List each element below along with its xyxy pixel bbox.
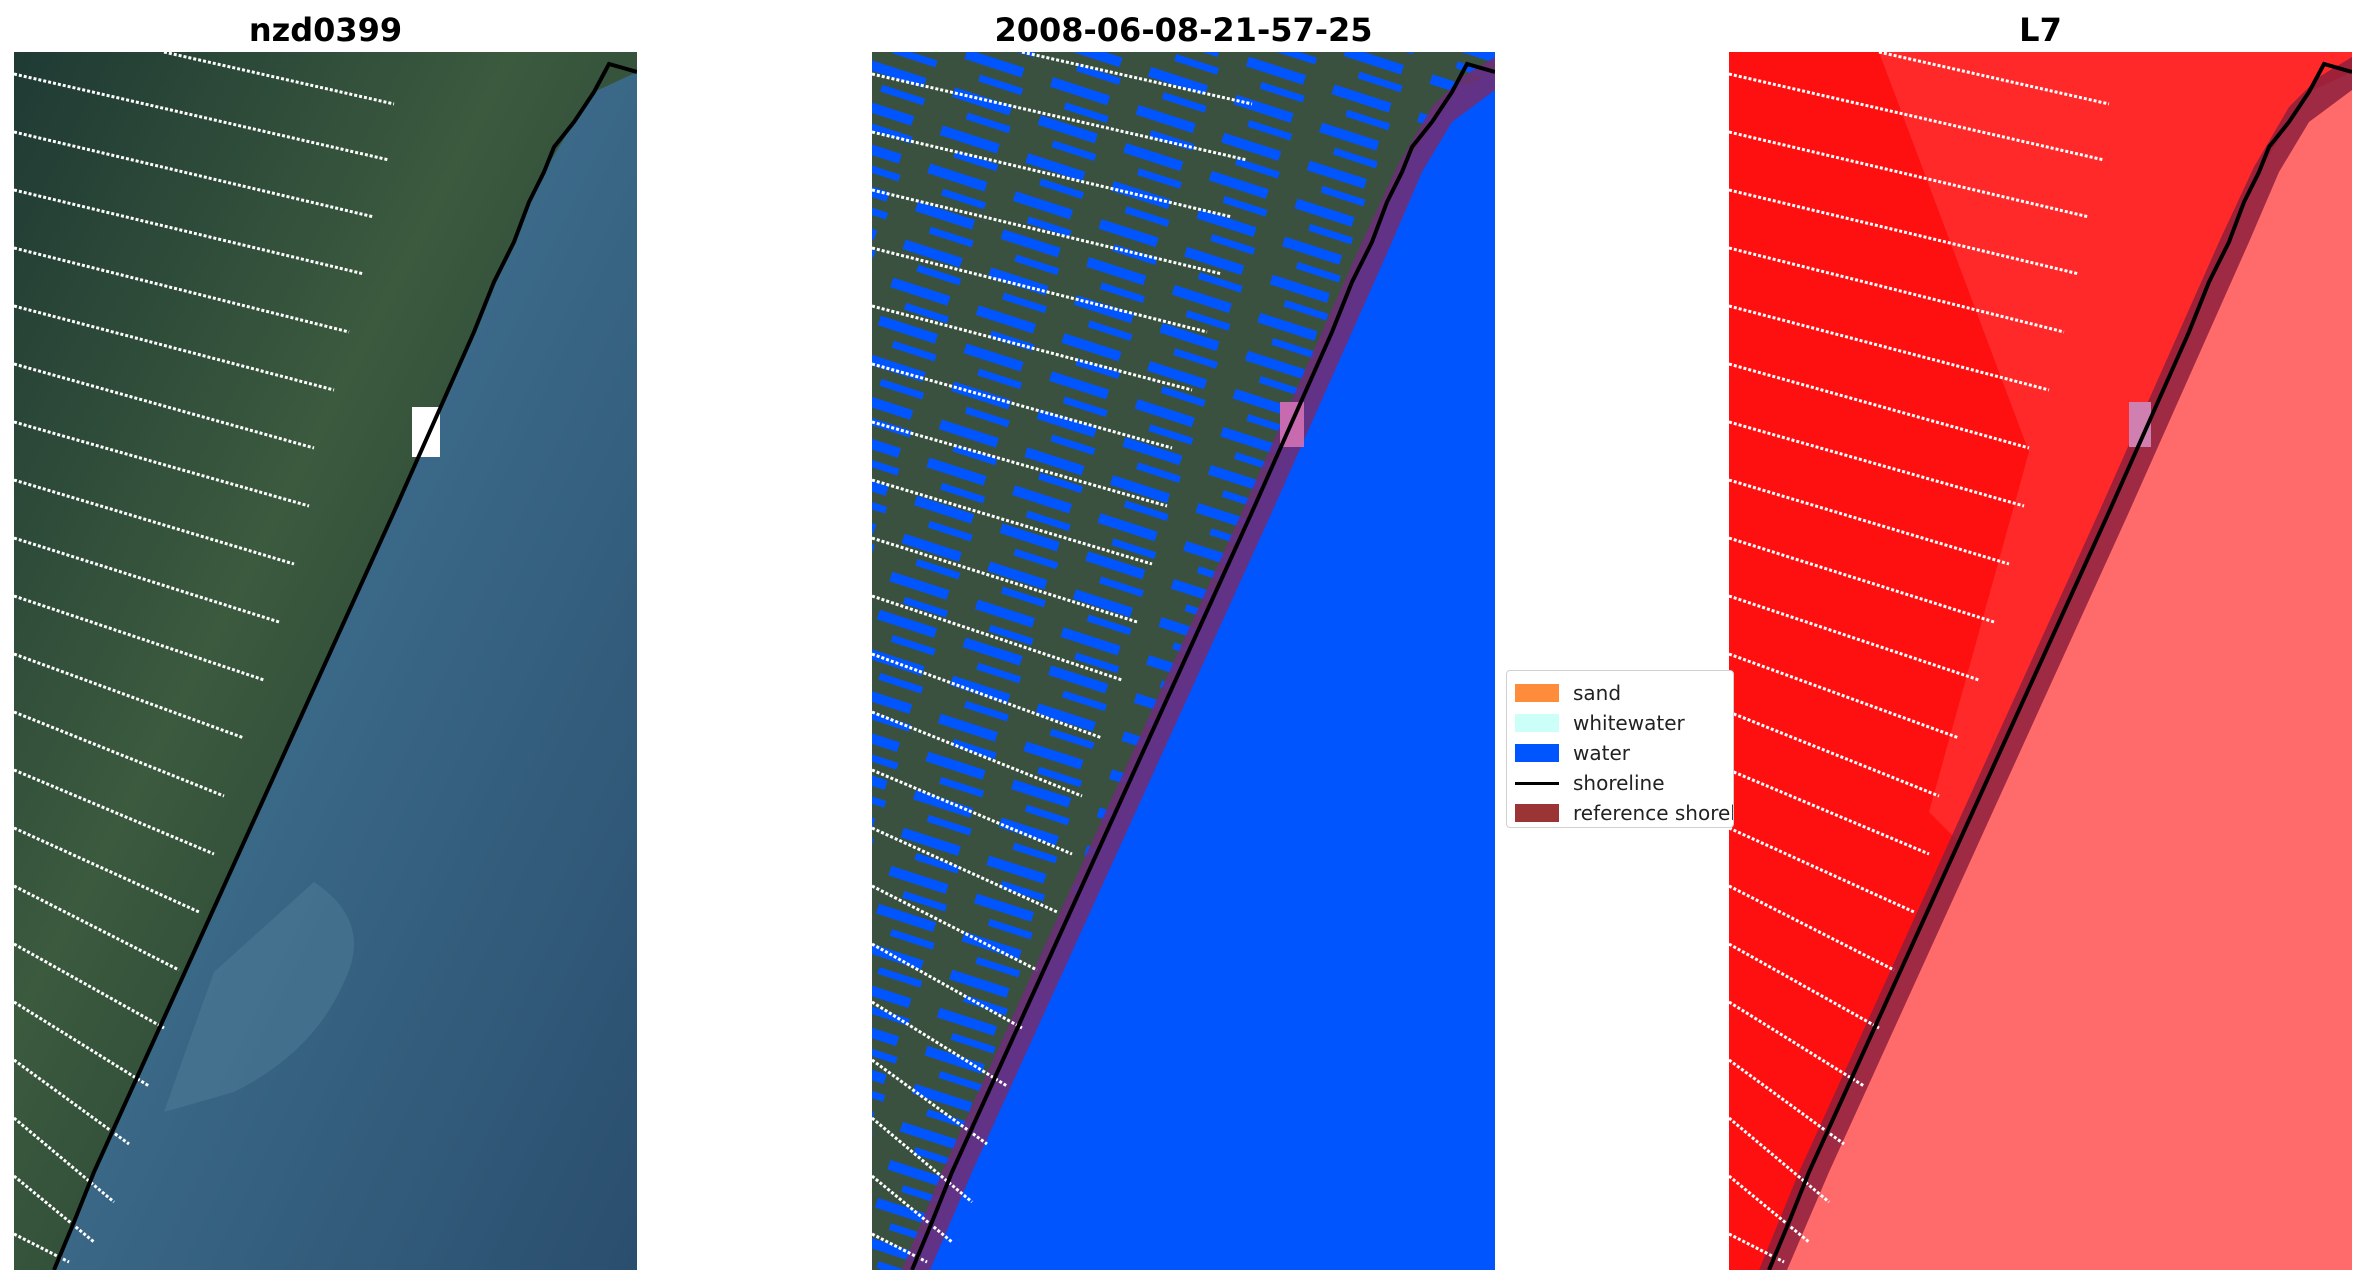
shoreline-line — [52, 61, 637, 1270]
rgb-satellite-image — [14, 52, 637, 1270]
legend-label: whitewater — [1573, 711, 1685, 735]
classified-image — [872, 52, 1495, 1270]
shoreline-line-mask — [1767, 61, 2352, 1270]
sediment-plume — [164, 882, 354, 1112]
scan-line-gaps-mask — [1729, 52, 2110, 1264]
land-mask-texture — [1879, 52, 2352, 842]
legend-swatch-reference-shoreline-buffer — [1515, 804, 1559, 822]
legend: sand whitewater water shoreline referenc… — [1506, 670, 1734, 828]
legend-label: shoreline — [1573, 771, 1665, 795]
legend-item-shoreline: shoreline — [1515, 769, 1733, 797]
legend-item-reference-shoreline-buffer: reference shoreline buffer — [1515, 799, 1733, 827]
legend-item-sand: sand — [1515, 679, 1733, 707]
panel-title-rgb: nzd0399 — [248, 11, 403, 49]
legend-swatch-sand — [1515, 684, 1559, 702]
panel-title-mask: L7 — [2019, 11, 2062, 49]
legend-label: water — [1573, 741, 1630, 765]
shoreline-line-classified — [910, 61, 1495, 1270]
scan-line-gaps — [14, 52, 395, 1264]
legend-label: reference shoreline buffer — [1573, 801, 1733, 825]
reference-shoreline-buffer-mask — [1759, 57, 2352, 1270]
legend-swatch-whitewater — [1515, 714, 1559, 732]
mask-image-panel — [1729, 52, 2352, 1270]
legend-item-whitewater: whitewater — [1515, 709, 1733, 737]
sea-area — [54, 72, 637, 1270]
cloud-patch-mask — [2129, 402, 2151, 447]
reference-shoreline-buffer — [902, 57, 1495, 1270]
mask-image — [1729, 52, 2352, 1270]
rgb-image-panel — [14, 52, 637, 1270]
legend-label: sand — [1573, 681, 1622, 705]
legend-swatch-water — [1515, 744, 1559, 762]
classified-image-panel — [872, 52, 1495, 1270]
panel-title-classified: 2008-06-08-21-57-25 — [994, 11, 1373, 49]
scan-line-gaps-classified — [872, 52, 1253, 1264]
legend-line-shoreline — [1515, 781, 1559, 785]
legend-item-water: water — [1515, 739, 1733, 767]
